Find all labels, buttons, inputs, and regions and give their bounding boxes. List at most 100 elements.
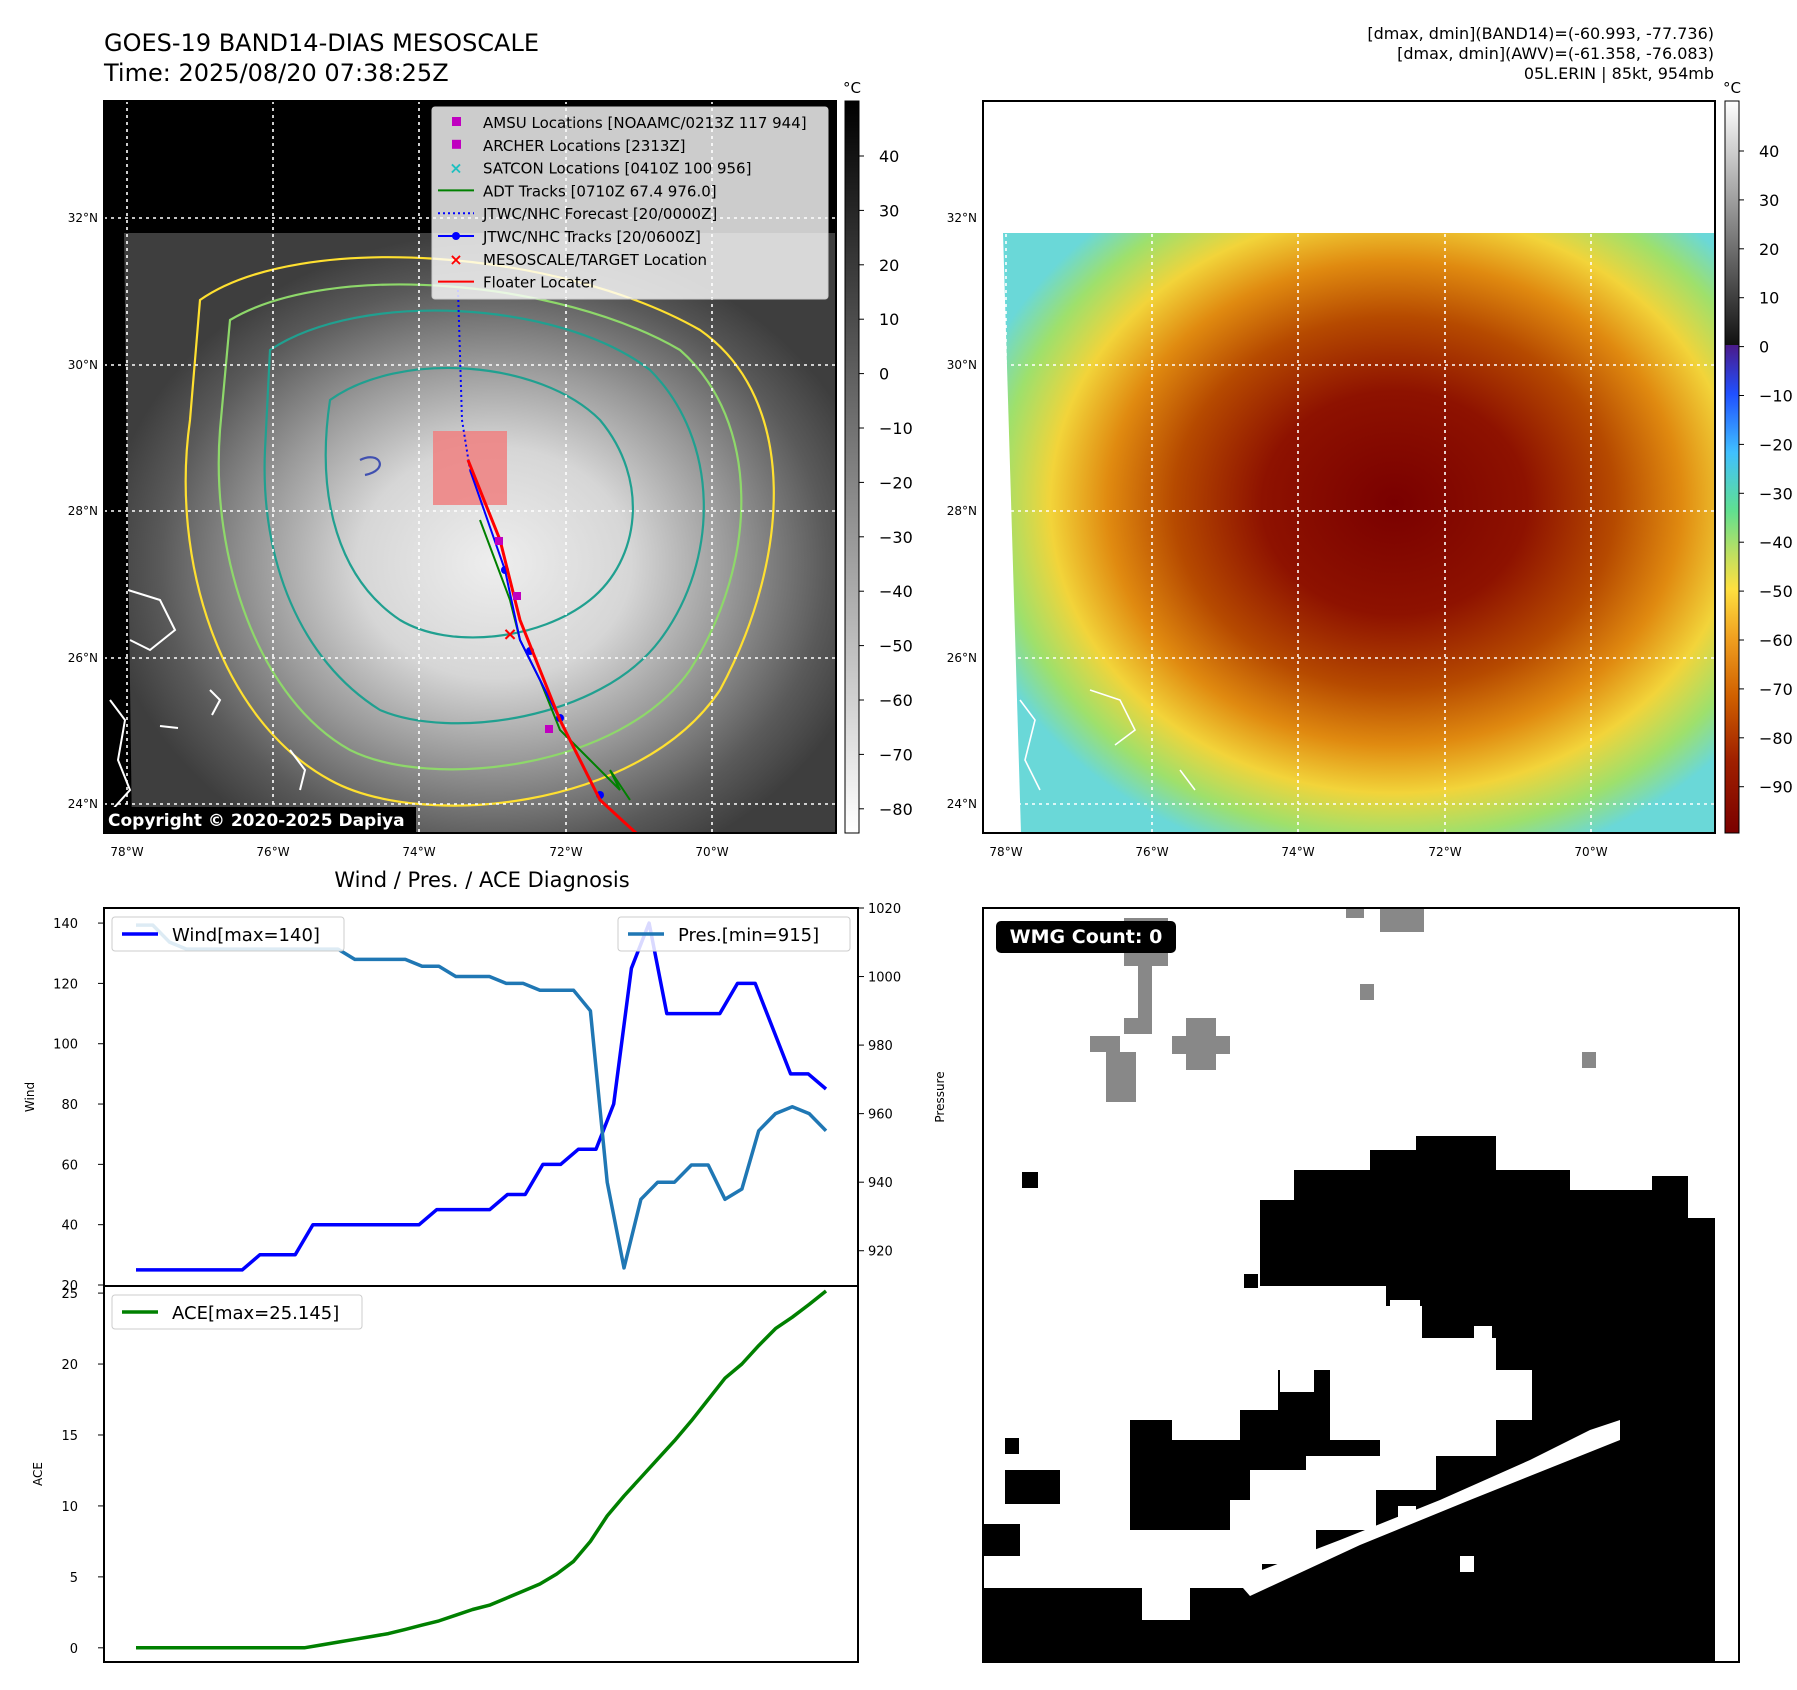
ace-tick-label: 20 (61, 1358, 78, 1373)
ir-map-panel: × AMSU Locations [NOAAMC/0213Z 117 944]A… (68, 79, 913, 859)
lat-label: 26°N (947, 651, 977, 665)
ace-tick-label: 25 (61, 1287, 78, 1302)
colorbar-tick-label: −10 (879, 419, 913, 438)
wmg-frame (982, 907, 1740, 1663)
floater-locater-track (466, 459, 638, 833)
figure-title: GOES-19 BAND14-DIAS MESOSCALE (104, 29, 539, 57)
lat-label: 24°N (947, 797, 977, 811)
lat-label: 32°N (947, 211, 977, 225)
lat-label: 26°N (68, 651, 98, 665)
legend-entry: × SATCON Locations [0410Z 100 956] (449, 159, 751, 178)
legend-entry: AMSU Locations [NOAAMC/0213Z 117 944] (452, 114, 807, 132)
pressure-legend-label: Pres.[min=915] (678, 925, 819, 946)
legend-label: MESOSCALE/TARGET Location (483, 251, 707, 269)
legend-label: JTWC/NHC Tracks [20/0600Z] (482, 228, 701, 246)
colorbar-tick-label: 0 (1759, 338, 1769, 357)
ir-imagery (124, 233, 836, 833)
legend-x-marker: × (449, 159, 462, 178)
ace-tick-label: 0 (70, 1642, 78, 1657)
pressure-tick-label: 1020 (868, 902, 901, 917)
awv-map-frame (982, 100, 1716, 834)
colorbar-tick-label: −20 (879, 473, 913, 492)
ir-colorbar (844, 100, 860, 834)
awv-imagery (1003, 233, 1715, 833)
wind-series-line (136, 921, 828, 1272)
ir-lat-labels: 32°N 30°N 28°N 26°N 24°N (68, 211, 98, 811)
colorbar-tick-label: 30 (879, 201, 899, 220)
pressure-tick-label: 920 (868, 1245, 893, 1260)
colorbar-tick-label: −70 (1759, 680, 1793, 699)
wind-tick-label: 120 (53, 977, 78, 992)
ir-lon-labels: 78°W 76°W 74°W 72°W 70°W (110, 845, 728, 859)
forecast-track (457, 289, 471, 471)
lon-label: 74°W (1281, 845, 1314, 859)
legend-entry: Floater Locater (438, 274, 597, 292)
lon-label: 74°W (402, 845, 435, 859)
colorbar-tick-label: −40 (1759, 533, 1793, 552)
pressure-legend-box (617, 916, 851, 952)
awv-colorbar-unit: °C (1723, 79, 1741, 97)
info-awv: [dmax, dmin](AWV)=(-61.358, -76.083) (1397, 44, 1714, 63)
ace-tick-label: 15 (61, 1429, 78, 1444)
wind-tick-label: 100 (53, 1038, 78, 1053)
awv-map-panel: 32°N 30°N 28°N 26°N 24°N 78°W 76°W 74°W … (947, 79, 1793, 859)
ace-tick-label: 5 (70, 1571, 78, 1586)
lon-label: 72°W (1428, 845, 1461, 859)
colorbar-tick-label: 10 (879, 310, 899, 329)
colorbar-tick-label: 40 (879, 147, 899, 166)
pressure-tick-label: 940 (868, 1176, 893, 1191)
map-legend: AMSU Locations [NOAAMC/0213Z 117 944] ARC… (431, 106, 829, 300)
lon-label: 76°W (256, 845, 289, 859)
colorbar-tick-label: −50 (1759, 582, 1793, 601)
legend-label: ARCHER Locations [2313Z] (483, 137, 686, 155)
ace-legend-box (111, 1294, 363, 1330)
pressure-axis-label: Pressure (933, 1071, 947, 1122)
lat-label: 28°N (68, 504, 98, 518)
colorbar-tick-label: −20 (1759, 435, 1793, 454)
colorbar-tick-label: −50 (879, 637, 913, 656)
info-band14: [dmax, dmin](BAND14)=(-60.993, -77.736) (1367, 24, 1714, 43)
legend-entry: ARCHER Locations [2313Z] (452, 137, 686, 155)
figure-time: Time: 2025/08/20 07:38:25Z (103, 59, 449, 87)
wmg-count-badge (996, 921, 1176, 953)
awv-lon-labels: 78°W 76°W 74°W 72°W 70°W (989, 845, 1607, 859)
awv-colorbar-lower (1725, 345, 1739, 833)
ace-tick-label: 10 (61, 1500, 78, 1515)
colorbar-tick-label: −80 (1759, 729, 1793, 748)
wind-tick-label: 140 (53, 917, 78, 932)
legend-label: JTWC/NHC Forecast [20/0000Z] (482, 205, 717, 223)
colorbar-tick-label: 0 (879, 365, 889, 384)
wind-pressure-panel: Wind / Pres. / ACE Diagnosis Wind Pressu… (23, 868, 947, 1294)
lon-label: 70°W (695, 845, 728, 859)
colorbar-tick-label: 20 (879, 256, 899, 275)
legend-label: ADT Tracks [0710Z 67.4 976.0] (483, 182, 717, 200)
colorbar-tick-label: −60 (879, 691, 913, 710)
lat-label: 28°N (947, 504, 977, 518)
legend-label: Floater Locater (483, 274, 597, 292)
legend-square-marker (452, 117, 461, 126)
coastline (109, 589, 307, 811)
colorbar-tick-label: −70 (879, 745, 913, 764)
colorbar-tick-label: −40 (879, 582, 913, 601)
ace-series-line (136, 1289, 828, 1650)
awv-gridlines (983, 101, 1715, 833)
legend-entry: ADT Tracks [0710Z 67.4 976.0] (438, 182, 717, 200)
copyright-text: Copyright © 2020-2025 Dapiya (108, 811, 405, 831)
lon-label: 78°W (989, 845, 1022, 859)
pressure-tick-label: 1000 (868, 971, 901, 986)
copyright-box (104, 807, 416, 832)
legend-label: AMSU Locations [NOAAMC/0213Z 117 944] (483, 114, 807, 132)
legend-x-marker: × (449, 250, 462, 269)
lon-label: 70°W (1574, 845, 1607, 859)
adt-track (479, 519, 631, 801)
colorbar-tick-label: −30 (1759, 484, 1793, 503)
awv-lat-labels: 32°N 30°N 28°N 26°N 24°N (947, 211, 977, 811)
ir-colorbar-unit: °C (843, 79, 861, 97)
pressure-legend: Pres.[min=915] (617, 916, 851, 952)
legend-entry: JTWC/NHC Tracks [20/0600Z] (438, 228, 701, 246)
legend-dot-marker (452, 232, 460, 240)
ace-legend: ACE[max=25.145] (111, 1294, 363, 1330)
lat-label: 30°N (68, 358, 98, 372)
wind-legend-label: Wind[max=140] (172, 925, 320, 946)
wind-tick-label: 80 (61, 1098, 78, 1113)
